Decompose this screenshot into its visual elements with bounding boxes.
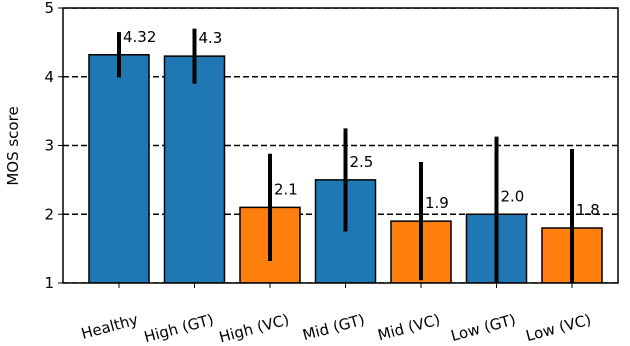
y-axis-label: MOS score	[4, 106, 22, 185]
value-label: 1.8	[576, 201, 600, 219]
y-tick-label: 5	[44, 0, 54, 17]
plot-frame	[62, 7, 619, 284]
x-tick-label: Healthy	[79, 310, 140, 342]
bar	[88, 54, 150, 283]
x-tick-label: Mid (GT)	[301, 310, 367, 344]
plot-area	[63, 8, 618, 283]
value-label: 2.0	[501, 187, 525, 205]
y-tick-label: 1	[44, 274, 54, 292]
y-tick-label: 4	[44, 68, 54, 86]
bar	[163, 55, 226, 283]
value-label: 4.32	[123, 28, 156, 46]
x-tick-label: High (GT)	[142, 310, 215, 346]
x-tick-label: High (VC)	[217, 310, 291, 346]
y-tick-label: 2	[44, 205, 54, 223]
y-tick-label: 3	[44, 137, 54, 155]
x-tick-label: Mid (VC)	[376, 310, 442, 344]
value-label: 1.9	[425, 194, 449, 212]
value-label: 2.5	[350, 153, 374, 171]
x-tick-label: Low (VC)	[524, 310, 593, 345]
value-label: 4.3	[199, 29, 223, 47]
x-tick-label: Low (GT)	[449, 310, 518, 345]
value-label: 2.1	[274, 180, 298, 198]
